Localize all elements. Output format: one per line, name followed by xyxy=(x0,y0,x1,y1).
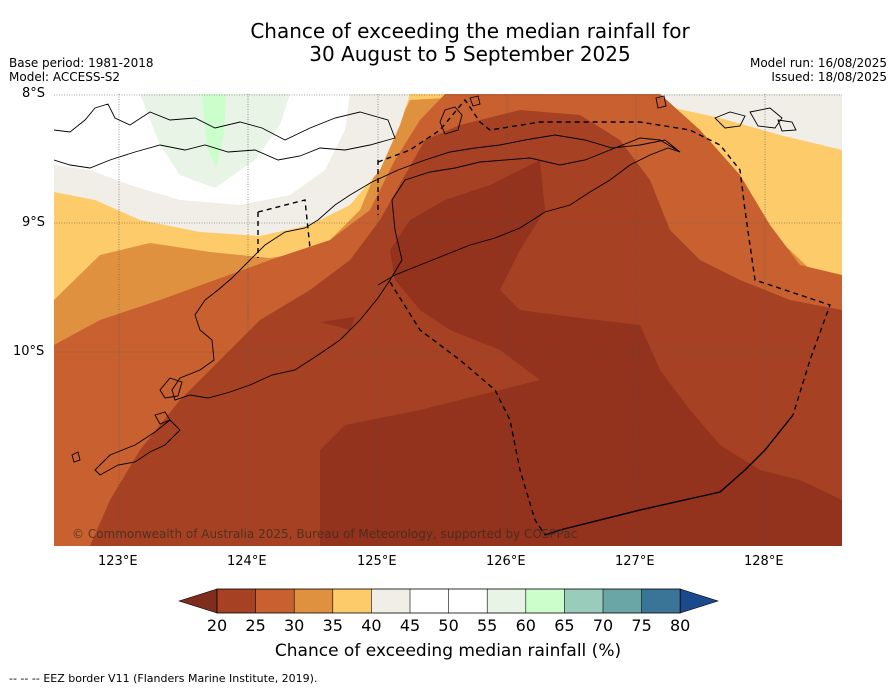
footnote-text: EEZ border V11 (Flanders Marine Institut… xyxy=(43,672,318,685)
cb-60-65 xyxy=(525,589,565,613)
cb-55-60 xyxy=(487,589,526,613)
meta-right: Model run: 16/08/2025 Issued: 18/08/2025 xyxy=(750,56,887,84)
cb-tick-45: 45 xyxy=(399,616,421,635)
cb-50-55 xyxy=(448,589,488,613)
lon-label-128e: 128°E xyxy=(744,554,784,569)
cb-65-70 xyxy=(564,589,603,613)
zone-below-20 xyxy=(320,160,842,546)
lat-label-9s: 9°S xyxy=(22,215,46,230)
cb-30-35 xyxy=(294,589,333,613)
meta-left: Base period: 1981-2018 Model: ACCESS-S2 xyxy=(9,56,154,84)
zone-below-20-west xyxy=(320,317,355,330)
lon-label-124e: 124°E xyxy=(227,554,267,569)
coastlines xyxy=(54,95,797,476)
cb-tick-75: 75 xyxy=(631,616,652,635)
model-run-text: Model run: 16/08/2025 xyxy=(749,56,887,70)
model-text: Model: ACCESS-S2 xyxy=(9,70,121,84)
footnote: -- -- -- EEZ border V11 (Flanders Marine… xyxy=(9,672,317,685)
cb-25-30 xyxy=(255,589,295,613)
footnote-legend-line: -- -- -- xyxy=(9,672,40,685)
title-line-1: Chance of exceeding the median rainfall … xyxy=(250,19,690,43)
cb-tick-70: 70 xyxy=(592,616,614,635)
cb-45-50 xyxy=(410,589,449,613)
cb-35-40 xyxy=(332,589,372,613)
title-line-2: 30 August to 5 September 2025 xyxy=(309,42,631,66)
lon-label-127e: 127°E xyxy=(615,554,655,569)
cb-tick-65: 65 xyxy=(554,616,575,635)
issued-text: Issued: 18/08/2025 xyxy=(771,70,887,84)
cb-tick-40: 40 xyxy=(361,616,382,635)
colorbar xyxy=(178,588,719,614)
cb-75-80 xyxy=(641,589,681,613)
cb-tick-60: 60 xyxy=(515,616,536,635)
cb-tick-55: 55 xyxy=(477,616,498,635)
cb-tick-20: 20 xyxy=(206,616,228,635)
base-period-text: Base period: 1981-2018 xyxy=(9,56,154,70)
copyright-text: © Commonwealth of Australia 2025, Bureau… xyxy=(72,527,577,541)
lat-label-8s: 8°S xyxy=(22,86,46,101)
colorbar-arrow-high xyxy=(679,588,719,614)
cb-tick-35: 35 xyxy=(322,616,343,635)
lon-label-123e: 123°E xyxy=(98,554,138,569)
cb-40-45 xyxy=(371,589,410,613)
colorbar-outline xyxy=(216,588,681,614)
cb-70-75 xyxy=(603,589,642,613)
cb-tick-25: 25 xyxy=(245,616,266,635)
eez-border xyxy=(257,98,831,536)
rainfall-map: © Commonwealth of Australia 2025, Bureau… xyxy=(54,94,842,546)
cb-tick-30: 30 xyxy=(284,616,305,635)
lon-label-126e: 126°E xyxy=(486,554,526,569)
colorbar-arrow-low xyxy=(178,588,218,614)
cb-20-25 xyxy=(217,589,256,613)
colorbar-dividers xyxy=(255,589,642,613)
page-title: Chance of exceeding the median rainfall … xyxy=(0,20,896,66)
lat-label-10s: 10°S xyxy=(13,344,45,359)
cb-tick-50: 50 xyxy=(438,616,459,635)
colorbar-label: Chance of exceeding median rainfall (%) xyxy=(274,641,622,661)
cb-tick-80: 80 xyxy=(670,616,691,635)
lon-label-125e: 125°E xyxy=(357,554,397,569)
